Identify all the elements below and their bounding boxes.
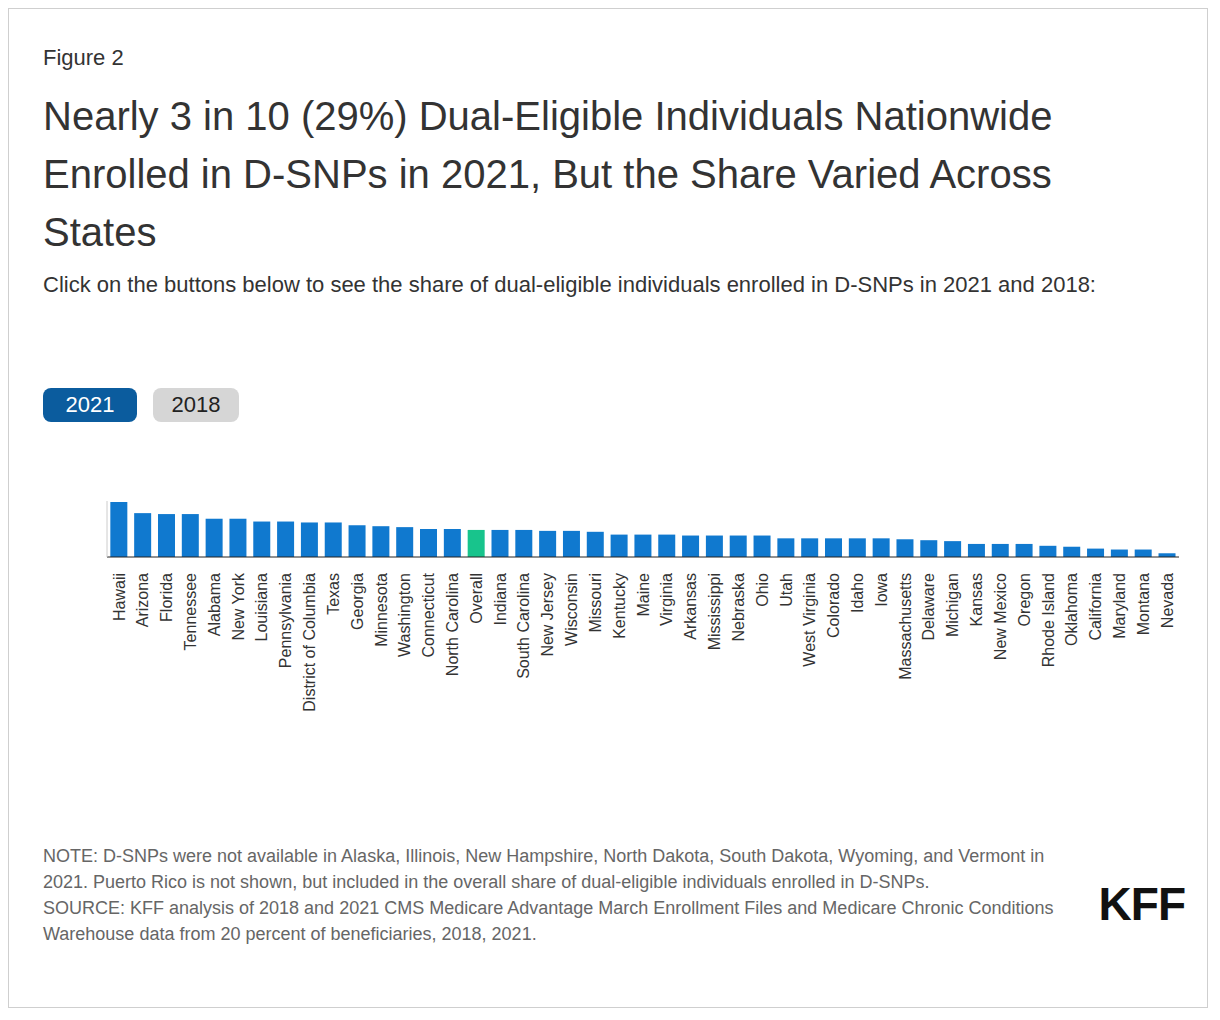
svg-text:Hawaii: Hawaii (111, 573, 128, 621)
html-text:Nearly 3 in 10 (29%) Dual-Elig: Nearly 3 in 10 (29%) Dual-Eligible Indiv… (43, 94, 1053, 254)
svg-text:Minnesota: Minnesota (373, 573, 390, 647)
svg-text:California: California (1087, 573, 1104, 641)
svg-text:Montana: Montana (1135, 573, 1152, 635)
svg-text:Maine: Maine (635, 573, 652, 617)
svg-text:Nebraska: Nebraska (730, 573, 747, 642)
svg-text:Pennsylvania: Pennsylvania (277, 573, 294, 668)
svg-text:Kentucky: Kentucky (611, 573, 628, 639)
svg-text:Connecticut: Connecticut (420, 572, 437, 657)
svg-text:Arkansas: Arkansas (682, 573, 699, 640)
svg-text:Utah: Utah (778, 573, 795, 607)
svg-text:Massachusetts: Massachusetts (897, 573, 914, 680)
svg-text:Idaho: Idaho (849, 573, 866, 613)
svg-text:Overall: Overall (468, 573, 485, 624)
svg-text:Alabama: Alabama (206, 573, 223, 636)
html-text:Click on the buttons below to: Click on the buttons below to see the sh… (43, 272, 1096, 297)
svg-text:Indiana: Indiana (492, 573, 509, 626)
html-text:NOTE: D-SNPs were not availabl: NOTE: D-SNPs were not available in Alask… (43, 846, 1045, 892)
svg-text:Arizona: Arizona (134, 573, 151, 627)
svg-text:Wisconsin: Wisconsin (563, 573, 580, 646)
svg-text:Mississippi: Mississippi (706, 573, 723, 650)
svg-text:Louisiana: Louisiana (253, 573, 270, 642)
svg-text:Tennessee: Tennessee (182, 573, 199, 650)
svg-text:Texas: Texas (325, 573, 342, 615)
svg-text:Michigan: Michigan (944, 573, 961, 637)
svg-text:North Carolina: North Carolina (444, 573, 461, 676)
svg-text:West Virginia: West Virginia (801, 573, 818, 667)
svg-text:Virginia: Virginia (658, 573, 675, 626)
svg-text:Florida: Florida (158, 573, 175, 622)
svg-text:District of Columbia: District of Columbia (301, 573, 318, 712)
svg-text:New Mexico: New Mexico (992, 573, 1009, 660)
svg-text:Oklahoma: Oklahoma (1063, 573, 1080, 646)
svg-text:Iowa: Iowa (873, 573, 890, 607)
html-text:2018: 2018 (171, 392, 221, 417)
svg-text:Ohio: Ohio (754, 573, 771, 607)
svg-text:Colorado: Colorado (825, 573, 842, 638)
svg-text:Maryland: Maryland (1111, 573, 1128, 639)
svg-text:South Carolina: South Carolina (515, 573, 532, 679)
svg-text:Georgia: Georgia (349, 573, 366, 630)
svg-text:Kansas: Kansas (968, 573, 985, 626)
svg-text:New Jersey: New Jersey (539, 573, 556, 657)
svg-text:Washington: Washington (396, 573, 413, 657)
html-text:2021: 2021 (65, 392, 115, 417)
svg-text:Oregon: Oregon (1016, 573, 1033, 626)
svg-text:New York: New York (230, 572, 247, 641)
html-text:SOURCE: KFF analysis of 2018 a: SOURCE: KFF analysis of 2018 and 2021 CM… (43, 898, 1054, 944)
svg-text:Nevada: Nevada (1159, 573, 1176, 628)
svg-text:Rhode Island: Rhode Island (1040, 573, 1057, 667)
svg-text:Delaware: Delaware (920, 573, 937, 641)
html-text:KFF: KFF (1098, 878, 1185, 930)
svg-text:Missouri: Missouri (587, 573, 604, 633)
html-text:Figure 2: Figure 2 (43, 45, 124, 70)
